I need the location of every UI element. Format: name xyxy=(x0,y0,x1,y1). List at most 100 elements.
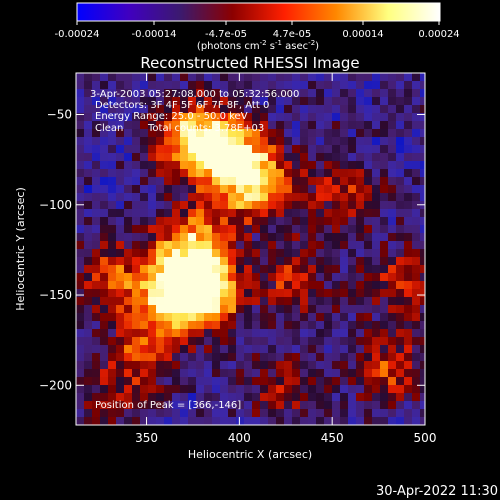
heatmap-cell xyxy=(76,393,84,401)
heatmap-cell xyxy=(140,121,148,129)
heatmap-cell xyxy=(124,305,132,313)
heatmap-cell xyxy=(188,145,196,153)
heatmap-cell xyxy=(220,385,228,393)
heatmap-cell xyxy=(132,241,140,249)
heatmap-cell xyxy=(92,345,100,353)
heatmap-cell xyxy=(380,217,388,225)
heatmap-cell xyxy=(396,377,404,385)
heatmap-cell xyxy=(388,345,396,353)
heatmap-cell xyxy=(300,353,308,361)
heatmap-cell xyxy=(188,185,196,193)
heatmap-cell xyxy=(268,289,276,297)
heatmap-cell xyxy=(116,137,124,145)
heatmap-cell xyxy=(228,129,236,137)
heatmap-cell xyxy=(180,233,188,241)
heatmap-cell xyxy=(156,393,164,401)
heatmap-cell xyxy=(292,289,300,297)
heatmap-cell xyxy=(332,97,340,105)
heatmap-cell xyxy=(148,297,156,305)
heatmap-cell xyxy=(156,289,164,297)
heatmap-cell xyxy=(276,97,284,105)
heatmap-cell xyxy=(180,161,188,169)
heatmap-cell xyxy=(420,241,425,249)
heatmap-cell xyxy=(156,345,164,353)
heatmap-cell xyxy=(372,201,380,209)
heatmap-cell xyxy=(348,97,356,105)
heatmap-cell xyxy=(252,233,260,241)
heatmap-cell xyxy=(204,209,212,217)
heatmap-cell xyxy=(372,105,380,113)
heatmap-cell xyxy=(388,113,396,121)
heatmap-cell xyxy=(380,305,388,313)
heatmap-cell xyxy=(268,249,276,257)
heatmap-cell xyxy=(380,193,388,201)
heatmap-cell xyxy=(236,353,244,361)
heatmap-cell xyxy=(412,313,420,321)
heatmap-cell xyxy=(292,185,300,193)
heatmap-cell xyxy=(332,73,340,81)
heatmap-cell xyxy=(420,185,425,193)
heatmap-cell xyxy=(372,161,380,169)
heatmap-cell xyxy=(332,329,340,337)
heatmap-cell xyxy=(340,81,348,89)
heatmap-cell xyxy=(388,233,396,241)
heatmap-cell xyxy=(180,401,188,409)
heatmap-cell xyxy=(244,225,252,233)
heatmap-cell xyxy=(260,321,268,329)
heatmap-cell xyxy=(172,201,180,209)
heatmap-cell xyxy=(260,233,268,241)
heatmap-cell xyxy=(356,401,364,409)
heatmap-cell xyxy=(124,273,132,281)
heatmap-cell xyxy=(404,385,412,393)
heatmap-cell xyxy=(132,121,140,129)
heatmap-cell xyxy=(140,297,148,305)
heatmap-cell xyxy=(204,217,212,225)
heatmap-cell xyxy=(212,201,220,209)
heatmap-cell xyxy=(228,353,236,361)
heatmap-cell xyxy=(252,305,260,313)
heatmap-cell xyxy=(308,233,316,241)
heatmap-cell xyxy=(212,417,220,425)
heatmap-cell xyxy=(164,273,172,281)
heatmap-cell xyxy=(180,361,188,369)
heatmap-cell xyxy=(100,297,108,305)
heatmap-cell xyxy=(260,377,268,385)
heatmap-cell xyxy=(292,201,300,209)
heatmap-cell xyxy=(324,281,332,289)
heatmap-cell xyxy=(172,385,180,393)
heatmap-cell xyxy=(324,257,332,265)
heatmap-cell xyxy=(412,297,420,305)
heatmap-cell xyxy=(180,329,188,337)
heatmap-cell xyxy=(108,409,116,417)
heatmap-cell xyxy=(364,89,372,97)
heatmap-cell xyxy=(412,241,420,249)
heatmap-cell xyxy=(332,281,340,289)
heatmap-cell xyxy=(260,153,268,161)
heatmap-cell xyxy=(100,361,108,369)
heatmap-cell xyxy=(140,225,148,233)
heatmap-cell xyxy=(132,201,140,209)
heatmap-cell xyxy=(356,177,364,185)
heatmap-cell xyxy=(156,249,164,257)
heatmap-cell xyxy=(156,361,164,369)
heatmap-cell xyxy=(252,225,260,233)
heatmap-cell xyxy=(140,145,148,153)
heatmap-cell xyxy=(140,153,148,161)
heatmap-cell xyxy=(116,73,124,81)
heatmap-cell xyxy=(180,153,188,161)
heatmap-cell xyxy=(220,217,228,225)
heatmap-cell xyxy=(308,313,316,321)
heatmap-cell xyxy=(300,369,308,377)
heatmap-cell xyxy=(148,289,156,297)
heatmap-cell xyxy=(84,345,92,353)
heatmap-cell xyxy=(92,353,100,361)
heatmap-cell xyxy=(420,169,425,177)
heatmap-cell xyxy=(364,201,372,209)
heatmap-cell xyxy=(164,305,172,313)
heatmap-cell xyxy=(124,345,132,353)
heatmap-cell xyxy=(380,185,388,193)
heatmap-cell xyxy=(84,193,92,201)
heatmap-cell xyxy=(228,401,236,409)
heatmap-cell xyxy=(172,297,180,305)
heatmap-cell xyxy=(292,361,300,369)
